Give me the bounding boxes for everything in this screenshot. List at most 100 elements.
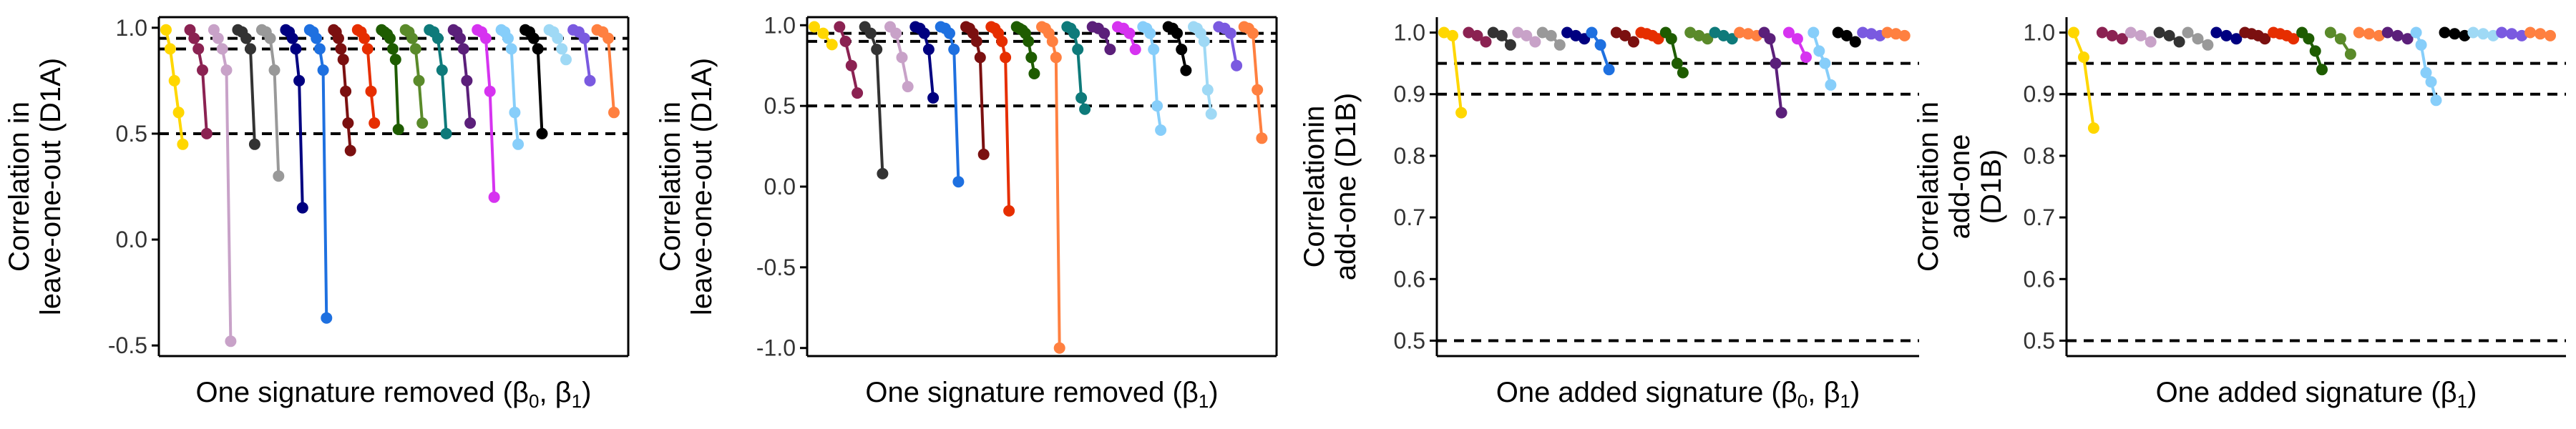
series-sig-5: [255, 24, 285, 182]
series-sig-5: [1536, 26, 1566, 51]
data-point-sig-1-1: [160, 24, 172, 36]
y-tick-label: 0.5: [764, 93, 796, 119]
data-point-sig-11-3: [1068, 27, 1080, 39]
data-point-sig-14-4: [1775, 107, 1787, 119]
data-point-sig-14-4: [484, 85, 496, 97]
data-point-sig-3-1: [2124, 26, 2137, 39]
data-point-sig-16-5: [1201, 84, 1214, 96]
data-point-sig-13-1: [2410, 26, 2422, 39]
data-point-sig-12-5: [440, 127, 452, 139]
data-point-sig-15-2: [1791, 33, 1803, 45]
series-line-sig-10: [1041, 25, 1061, 348]
series-sig-6: [280, 24, 308, 214]
data-point-sig-7-3: [1603, 64, 1615, 76]
series-sig-3: [1487, 26, 1516, 51]
data-point-sig-18-4: [1252, 84, 1264, 96]
y-tick-label: -0.5: [756, 255, 796, 280]
data-point-sig-3-2: [2135, 29, 2147, 41]
data-point-sig-10-3: [2344, 48, 2356, 60]
data-point-sig-4-3: [2173, 36, 2185, 48]
series-line-sig-1: [2072, 31, 2095, 129]
data-point-sig-2-3: [845, 59, 857, 72]
y-tick-label: 0.5: [2024, 327, 2055, 353]
data-point-sig-6-4: [948, 44, 960, 56]
data-point-sig-9-3: [358, 32, 371, 44]
data-point-sig-16-6: [1205, 108, 1217, 120]
data-point-sig-13-5: [461, 74, 473, 87]
data-point-sig-18-3: [578, 32, 590, 44]
data-point-sig-13-4: [1129, 44, 1141, 56]
data-point-sig-10-5: [1050, 51, 1062, 64]
data-point-sig-10-6: [389, 54, 401, 66]
series-line-sig-2: [838, 26, 859, 94]
y-tick-label: 0.0: [764, 174, 796, 199]
series-sig-7: [2239, 26, 2271, 45]
chart-panel-1: -0.5 0.0 0.5 1.0 One signature removed (β0, …: [4, 15, 630, 412]
data-point-sig-7-5: [974, 51, 986, 64]
series-sig-19: [591, 24, 620, 119]
series-sig-7: [960, 21, 990, 160]
x-axis-title: One added signature (β1): [2156, 377, 2477, 412]
y-tick-label: 0.5: [116, 121, 147, 147]
series-sig-11: [1684, 26, 1714, 45]
data-point-sig-14-4: [1148, 44, 1160, 56]
data-point-sig-14-2: [1764, 33, 1776, 45]
data-point-sig-2-2: [1471, 29, 1483, 41]
data-point-sig-5-4: [268, 64, 280, 77]
data-point-sig-8-1: [1610, 26, 1622, 39]
data-point-sig-3-2: [1496, 29, 1508, 41]
y-tick-label: 0.5: [1394, 327, 1425, 353]
data-point-sig-15-5: [1180, 64, 1192, 77]
y-tick-label: 0.7: [2024, 204, 2055, 230]
series-sig-10: [1659, 26, 1689, 79]
series-sig-17: [543, 24, 572, 66]
data-point-sig-1-1: [1438, 26, 1450, 39]
data-point-sig-10-3: [1671, 57, 1683, 69]
data-point-sig-6-6: [296, 202, 308, 214]
data-point-sig-12-3: [431, 32, 444, 44]
series-sig-6: [2210, 26, 2243, 45]
series-sig-5: [909, 21, 940, 104]
data-point-sig-6-5: [293, 74, 306, 87]
data-point-sig-11-1: [1684, 26, 1697, 39]
data-point-sig-7-6: [321, 312, 333, 324]
data-point-sig-14-3: [2459, 29, 2471, 41]
series-sig-17: [1832, 26, 1861, 48]
data-point-sig-5-5: [273, 170, 285, 182]
data-point-sig-8-8: [344, 144, 356, 157]
data-point-sig-7-2: [1594, 39, 1606, 51]
data-point-sig-12-4: [1104, 44, 1116, 56]
data-point-sig-16-4: [532, 43, 544, 55]
series-sig-9: [2296, 26, 2328, 76]
data-point-sig-16-3: [527, 32, 540, 44]
data-point-sig-11-2: [1693, 29, 1705, 41]
series-sig-11: [1061, 21, 1091, 115]
data-point-sig-4-4: [902, 81, 914, 93]
data-point-sig-14-5: [1151, 100, 1163, 112]
series-sig-2: [2096, 26, 2128, 45]
data-point-sig-11-5: [1075, 92, 1088, 104]
data-point-sig-7-4: [313, 43, 326, 55]
series-sig-3: [2124, 26, 2157, 48]
data-point-sig-19-3: [602, 32, 615, 44]
data-point-sig-6-3: [286, 32, 298, 44]
series-line-sig-16: [1812, 31, 1833, 86]
data-point-sig-16-4: [1825, 79, 1837, 91]
series-sig-13: [2410, 26, 2442, 107]
data-point-sig-12-2: [1717, 29, 1729, 41]
data-point-sig-1-4: [172, 107, 185, 119]
y-tick-label: 0.6: [2024, 266, 2055, 292]
data-point-sig-2-4: [197, 64, 208, 77]
data-point-sig-1-2: [164, 43, 176, 55]
data-point-sig-6-1: [1561, 26, 1574, 39]
data-point-sig-2-3: [1480, 36, 1492, 48]
series-line-sig-14: [1763, 31, 1783, 113]
series-sig-6: [1561, 26, 1591, 45]
series-sig-1: [1438, 26, 1468, 119]
series-sig-18: [567, 24, 596, 87]
data-point-sig-4-3: [896, 51, 908, 64]
data-point-sig-17-2: [1840, 29, 1853, 41]
data-point-sig-3-3: [1504, 39, 1516, 51]
data-point-sig-3-4: [220, 64, 233, 77]
